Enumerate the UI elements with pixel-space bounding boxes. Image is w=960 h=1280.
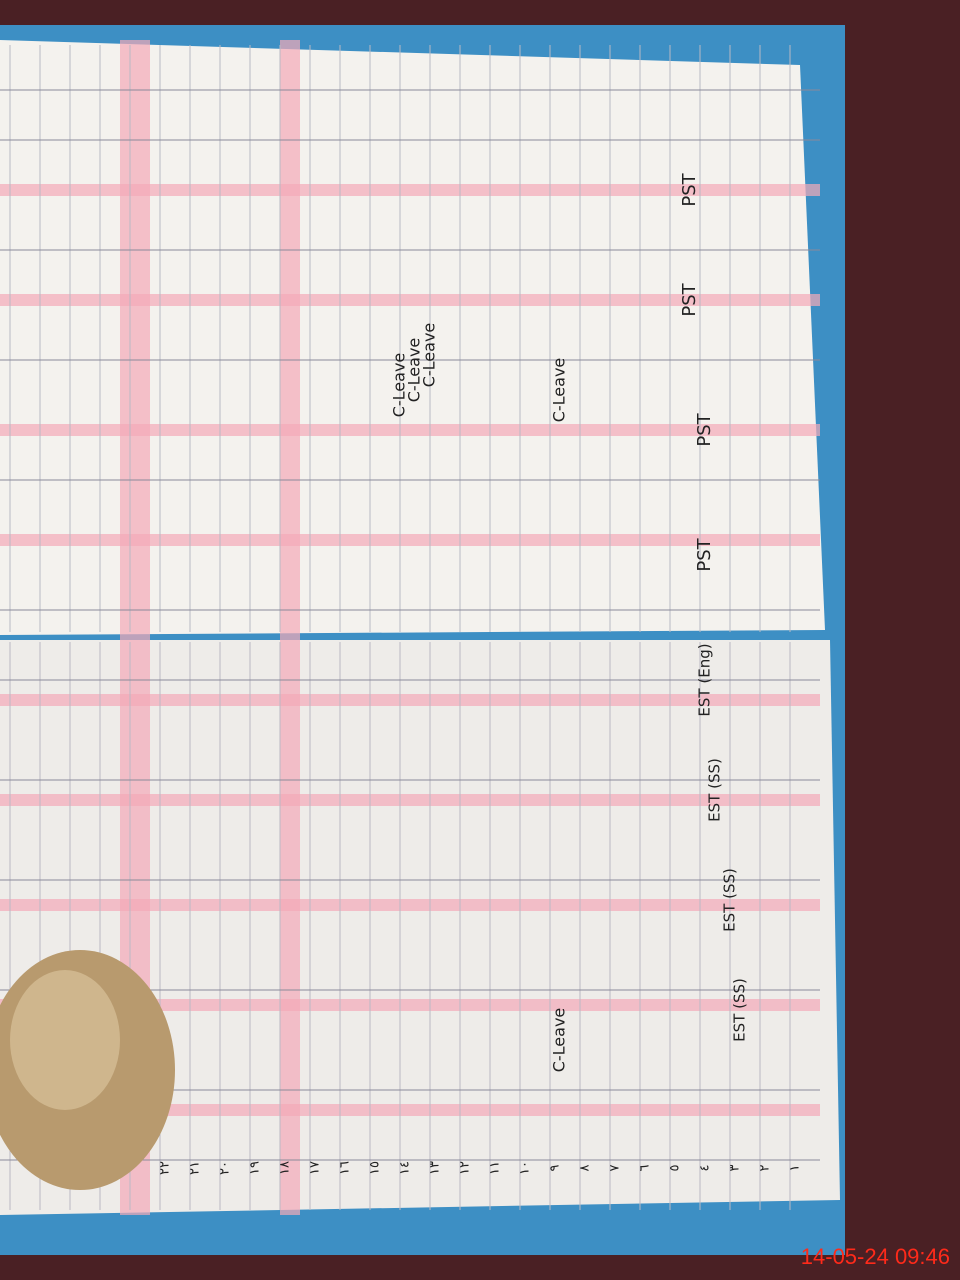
row-number: ١٩ (248, 1161, 263, 1175)
pink-band (0, 294, 820, 306)
row-number: ١٦ (338, 1161, 353, 1175)
row-number: ٥ (668, 1164, 683, 1171)
pink-band (0, 999, 820, 1011)
row-number: ١٠ (518, 1161, 533, 1175)
entry: C-Leave (550, 1008, 569, 1073)
row-number: ١٤ (398, 1161, 413, 1175)
row-number: ٩ (548, 1164, 563, 1171)
row-number: ٢٢ (158, 1161, 173, 1175)
entry: C-Leave (420, 323, 439, 388)
row-number: ٤ (698, 1165, 713, 1172)
row-number: ٢١ (188, 1161, 203, 1175)
column-header: EST (SS) (706, 758, 724, 822)
row-number: ٧ (608, 1164, 623, 1171)
pink-band (280, 40, 300, 1215)
row-number: ٣ (728, 1164, 743, 1171)
column-header: PST (679, 172, 700, 206)
row-number: ١١ (488, 1161, 503, 1175)
row-number: ٦ (638, 1164, 653, 1171)
stone-highlight (10, 970, 120, 1110)
row-number: ٢٠ (218, 1161, 233, 1175)
entry: C-Leave (550, 358, 569, 423)
pink-band (0, 694, 820, 706)
row-number: ١ (788, 1165, 803, 1172)
pink-band (0, 899, 820, 911)
column-header: EST (SS) (721, 868, 739, 932)
timestamp: 14-05-24 09:46 (801, 1244, 950, 1269)
lower-page (0, 640, 840, 1215)
entry: C-Leave (390, 353, 409, 418)
entry: C-Leave (405, 338, 424, 403)
row-number: ١٨ (278, 1161, 293, 1175)
pink-band (0, 534, 820, 546)
column-header: PST (694, 412, 715, 446)
column-header: EST (Eng) (696, 643, 714, 716)
pink-band (0, 794, 820, 806)
row-number: ١٢ (458, 1161, 473, 1175)
row-number: ٢ (758, 1164, 773, 1171)
row-number: ١٥ (368, 1161, 383, 1175)
pink-band (0, 424, 820, 436)
row-number: ١٧ (308, 1161, 323, 1175)
column-header: EST (SS) (731, 978, 749, 1042)
column-header: PST (679, 282, 700, 316)
row-number: ٨ (578, 1164, 593, 1171)
pink-band (0, 184, 820, 196)
pink-band (0, 1104, 820, 1116)
column-header: PST (694, 537, 715, 571)
row-number: ١٣ (428, 1161, 443, 1175)
